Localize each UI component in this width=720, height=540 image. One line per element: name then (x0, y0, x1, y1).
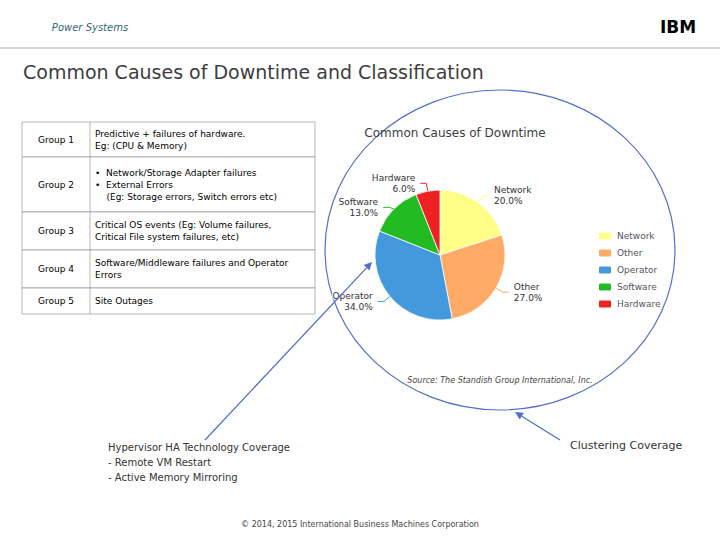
svg-text:34.0%: 34.0% (344, 302, 373, 312)
svg-text:IBM: IBM (660, 17, 696, 37)
svg-text:- Remote VM Restart: - Remote VM Restart (108, 457, 211, 468)
svg-text:Eg: (CPU & Memory): Eg: (CPU & Memory) (95, 141, 187, 151)
svg-text:Network: Network (617, 231, 655, 241)
svg-text:Software/Middleware failures a: Software/Middleware failures and Operato… (95, 258, 289, 268)
svg-text:Site Outages: Site Outages (95, 296, 153, 306)
svg-text:• Network/Storage Adapter fai: • Network/Storage Adapter failures (95, 168, 257, 178)
svg-text:Software: Software (617, 282, 657, 292)
svg-text:Group 3: Group 3 (38, 226, 74, 236)
svg-text:Group 1: Group 1 (38, 135, 74, 145)
svg-text:Common Causes of Downtime and: Common Causes of Downtime and Classifica… (23, 61, 484, 83)
svg-text:20.0%: 20.0% (494, 196, 523, 206)
svg-text:Errors: Errors (95, 270, 122, 280)
svg-text:Hardware: Hardware (372, 173, 416, 183)
svg-text:• External Errors: • External Errors (95, 180, 173, 190)
svg-text:Group 4: Group 4 (38, 264, 74, 274)
svg-text:Hardware: Hardware (617, 299, 661, 309)
svg-text:Software: Software (338, 197, 378, 207)
svg-text:Network: Network (494, 185, 532, 195)
svg-text:- Active Memory Mirroring: - Active Memory Mirroring (108, 472, 238, 483)
svg-text:Group 5: Group 5 (38, 296, 74, 306)
svg-text:(Eg: Storage errors, Switch er: (Eg: Storage errors, Switch errors etc) (95, 192, 277, 202)
svg-text:Critical File system failures,: Critical File system failures, etc) (95, 232, 239, 242)
svg-text:Hypervisor HA Technology Cover: Hypervisor HA Technology Coverage (108, 442, 290, 453)
svg-text:6.0%: 6.0% (392, 184, 415, 194)
svg-text:Common Causes of Downtime: Common Causes of Downtime (364, 126, 545, 140)
svg-text:Critical OS events (Eg: Volume: Critical OS events (Eg: Volume failures, (95, 220, 271, 230)
svg-text:Operator: Operator (617, 265, 658, 275)
svg-text:Other: Other (514, 282, 540, 292)
svg-text:Power Systems: Power Systems (52, 22, 128, 33)
svg-text:Operator: Operator (332, 291, 373, 301)
svg-text:13.0%: 13.0% (350, 208, 379, 218)
svg-text:Other: Other (617, 248, 643, 258)
svg-text:Clustering Coverage: Clustering Coverage (570, 439, 682, 452)
svg-text:Group 2: Group 2 (38, 180, 74, 190)
svg-text:Predictive + failures of hardw: Predictive + failures of hardware. (95, 129, 245, 139)
svg-text:© 2014, 2015 International Bus: © 2014, 2015 International Business Mach… (241, 520, 479, 529)
svg-text:Source: The Standish Group Int: Source: The Standish Group International… (407, 376, 592, 385)
svg-text:27.0%: 27.0% (514, 293, 543, 303)
